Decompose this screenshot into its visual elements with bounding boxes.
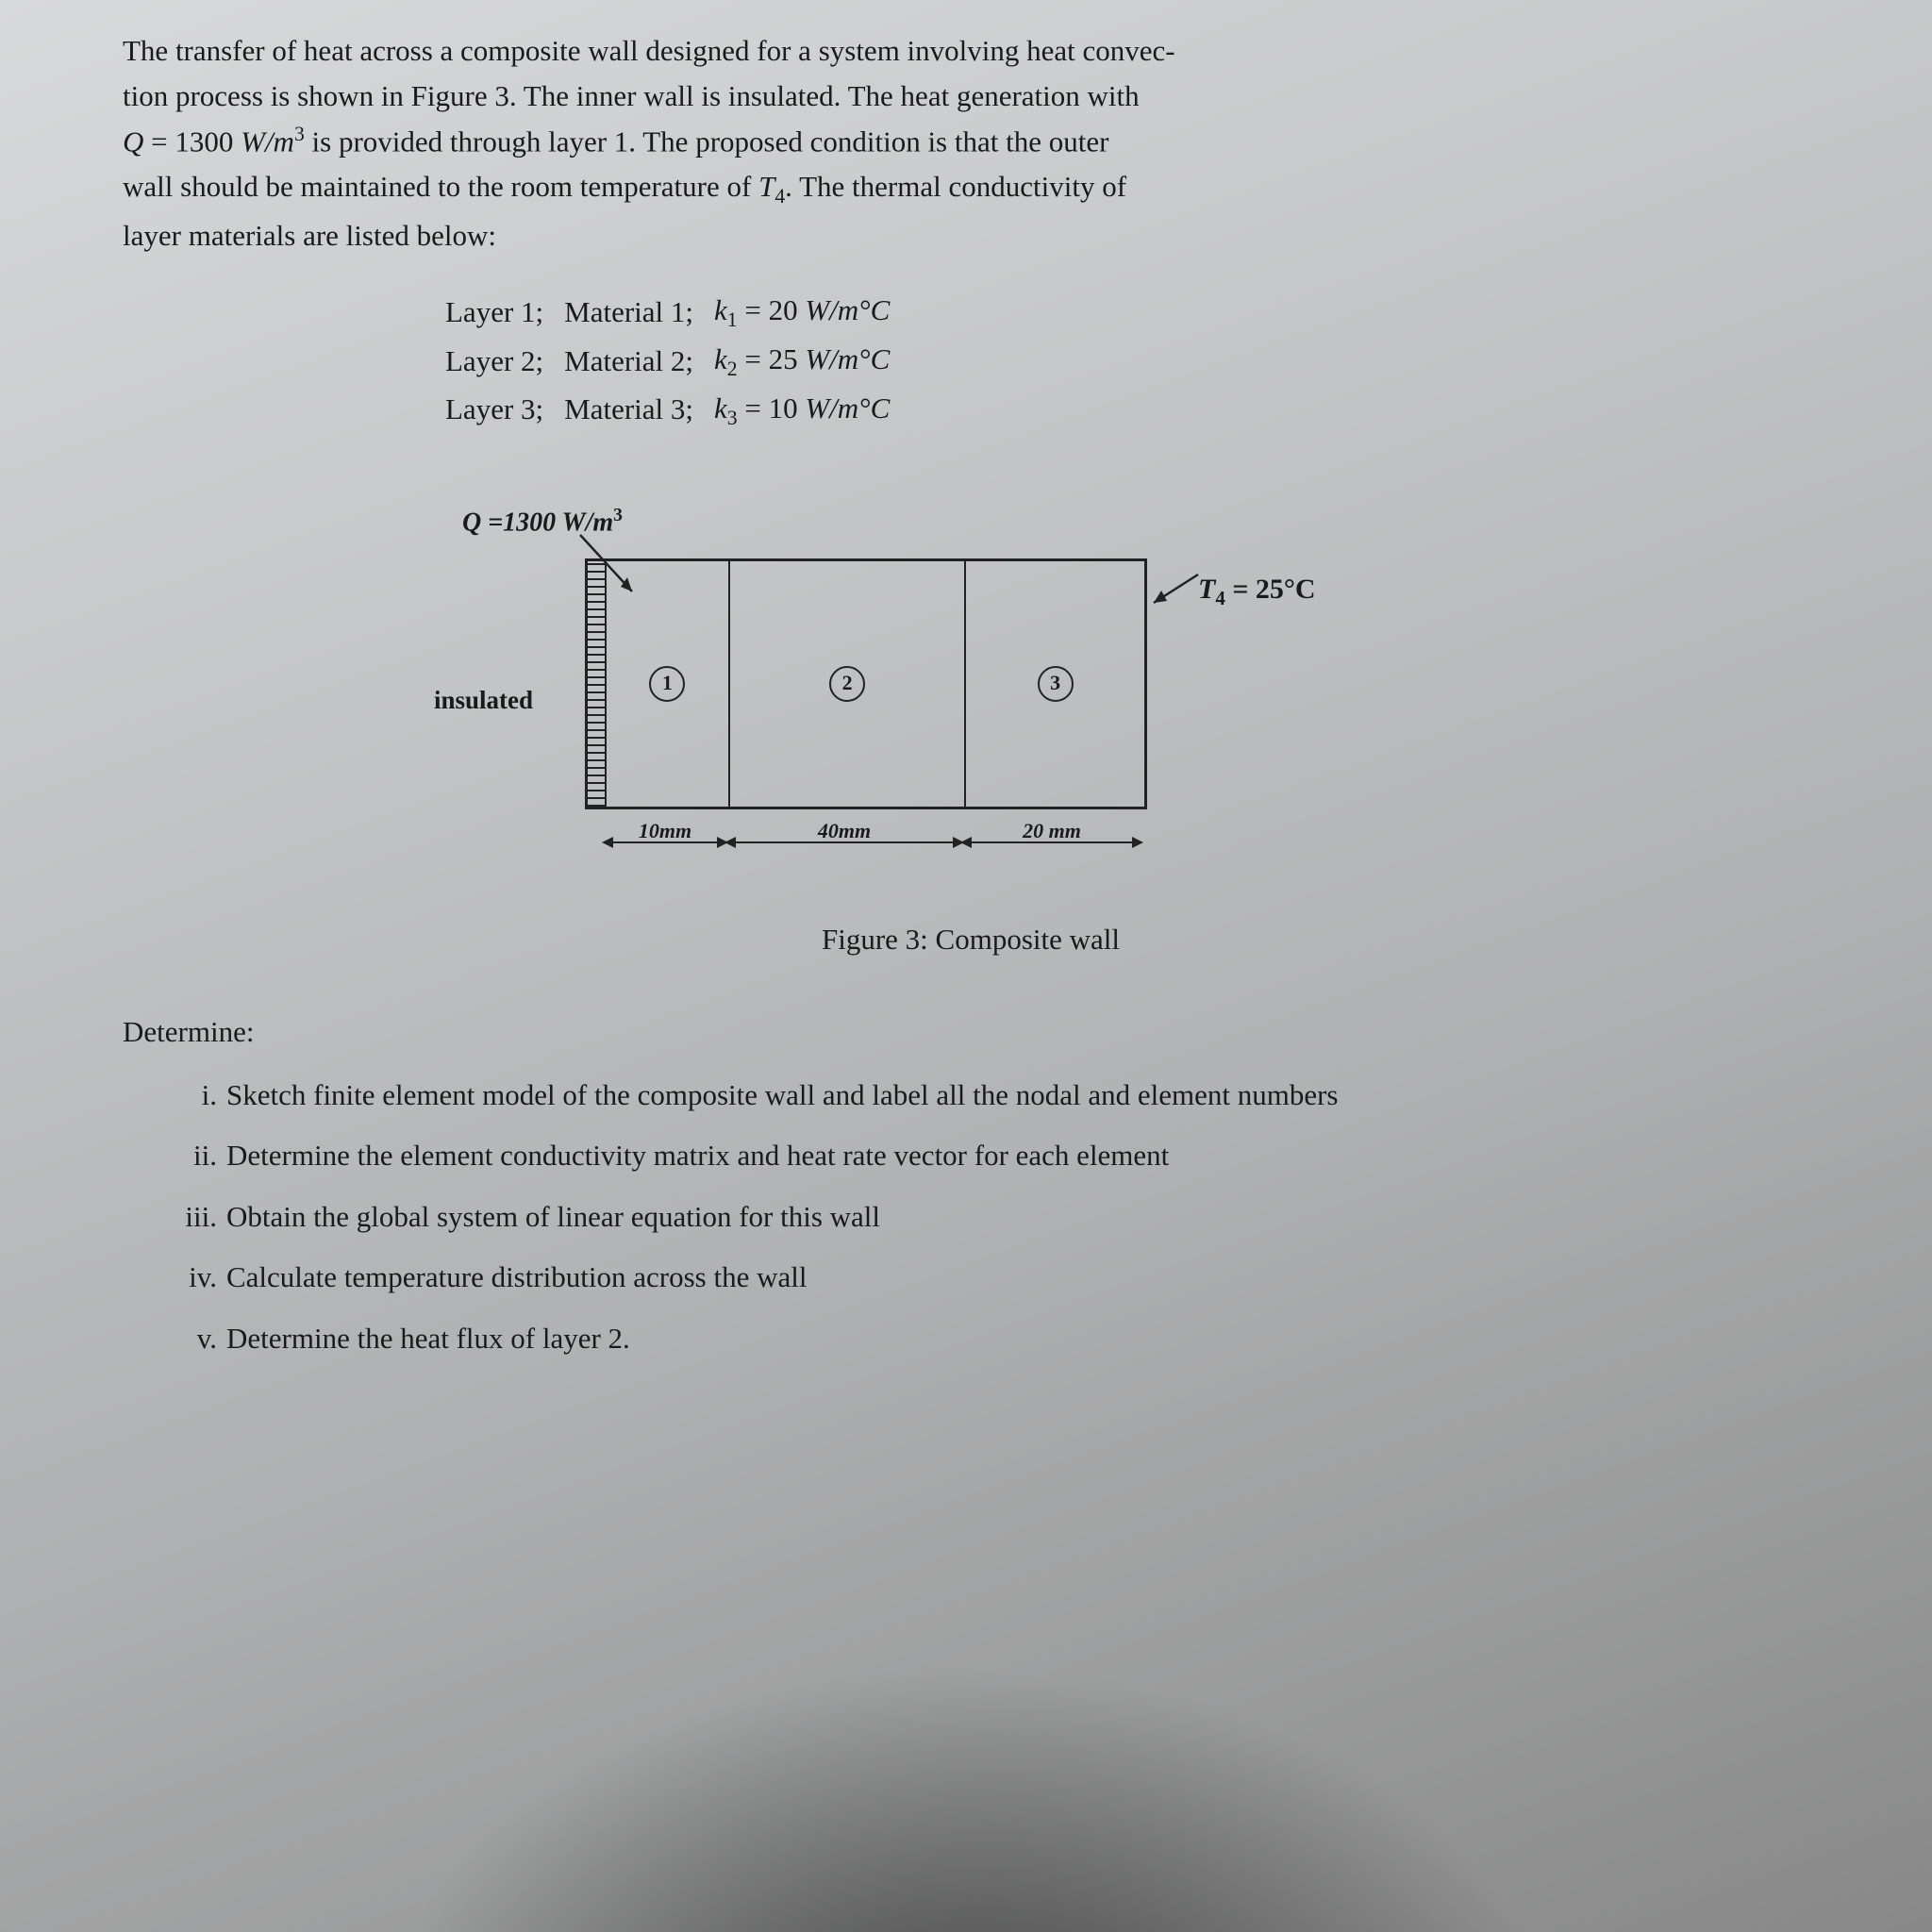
photo-shadow xyxy=(0,1272,1932,1932)
list-item: i. Sketch finite element model of the com… xyxy=(179,1074,1819,1118)
intro-text: layer materials are listed below: xyxy=(123,219,496,252)
item-num: iv. xyxy=(179,1256,217,1300)
unit: W/m°C xyxy=(805,342,890,375)
cell: Material 3; xyxy=(555,387,703,434)
cell: Layer 2; xyxy=(436,338,553,385)
unit: W/m°C xyxy=(805,293,890,326)
sup: 3 xyxy=(294,123,305,145)
composite-wall-diagram: 1 2 3 xyxy=(585,558,1147,809)
unit: W/m xyxy=(241,125,294,158)
var-k: k xyxy=(714,391,727,425)
item-text: Obtain the global system of linear equat… xyxy=(226,1200,880,1233)
var-k: k xyxy=(714,293,727,326)
list-item: ii. Determine the element conductivity ma… xyxy=(179,1134,1819,1178)
layer-3: 3 xyxy=(966,561,1144,807)
figure-wrapper: Q =1300 W/m3 insulated T4 = 25°C 1 2 3 xyxy=(123,502,1819,908)
t4-val: = 25°C xyxy=(1225,574,1316,605)
dimension-row: 10mm 40mm 20 mm xyxy=(585,815,1158,862)
table-row: Layer 2; Material 2; k2 = 25 W/m°C xyxy=(436,338,899,385)
dim-arrow-icon xyxy=(604,841,726,843)
figure-caption: Figure 3: Composite wall xyxy=(123,917,1819,962)
sub: 2 xyxy=(727,358,738,380)
sup: 3 xyxy=(613,506,623,525)
intro-text: = 1300 xyxy=(143,125,241,158)
cell: k1 = 20 W/m°C xyxy=(705,289,899,336)
item-text: Determine the heat flux of layer 2. xyxy=(226,1322,630,1355)
val: = 20 xyxy=(738,293,806,326)
cell: Layer 3; xyxy=(436,387,553,434)
sub: 4 xyxy=(1215,587,1225,609)
cell: k3 = 10 W/m°C xyxy=(705,387,899,434)
sub: 1 xyxy=(727,309,738,332)
page-content: The transfer of heat across a composite … xyxy=(0,0,1932,1360)
unit: W/m°C xyxy=(805,391,890,425)
val: = 25 xyxy=(738,342,806,375)
dim-arrow-icon xyxy=(726,841,962,843)
dim-arrow-icon xyxy=(962,841,1141,843)
intro-text: . The thermal conductivity of xyxy=(785,170,1126,203)
determine-section: Determine: i. Sketch finite element model… xyxy=(123,1009,1819,1361)
table-row: Layer 3; Material 3; k3 = 10 W/m°C xyxy=(436,387,899,434)
intro-text: tion process is shown in Figure 3. The i… xyxy=(123,79,1140,112)
cell: k2 = 25 W/m°C xyxy=(705,338,899,385)
sub: 4 xyxy=(774,186,785,208)
determine-list: i. Sketch finite element model of the com… xyxy=(123,1074,1819,1361)
insulated-label: insulated xyxy=(434,681,533,721)
intro-text: is provided through layer 1. The propose… xyxy=(305,125,1109,158)
intro-paragraph: The transfer of heat across a composite … xyxy=(123,28,1819,258)
var-k: k xyxy=(714,342,727,375)
list-item: v. Determine the heat flux of layer 2. xyxy=(179,1317,1819,1361)
table-row: Layer 1; Material 1; k1 = 20 W/m°C xyxy=(436,289,899,336)
sub: 3 xyxy=(727,407,738,429)
var-Q: Q xyxy=(123,125,143,158)
list-item: iv. Calculate temperature distribution ac… xyxy=(179,1256,1819,1300)
layer-2: 2 xyxy=(730,561,966,807)
intro-text: wall should be maintained to the room te… xyxy=(123,170,758,203)
t4-arrow-icon xyxy=(1146,570,1203,608)
layer-number-icon: 1 xyxy=(649,666,685,702)
layers-table: Layer 1; Material 1; k1 = 20 W/m°C Layer… xyxy=(434,287,901,435)
cell: Material 1; xyxy=(555,289,703,336)
insulated-hatch xyxy=(588,561,607,807)
item-text: Calculate temperature distribution acros… xyxy=(226,1260,808,1293)
cell: Layer 1; xyxy=(436,289,553,336)
item-text: Sketch finite element model of the compo… xyxy=(226,1078,1339,1111)
item-num: ii. xyxy=(179,1134,217,1178)
item-num: v. xyxy=(179,1317,217,1361)
item-text: Determine the element conductivity matri… xyxy=(226,1139,1169,1172)
intro-text: The transfer of heat across a composite … xyxy=(123,34,1175,67)
layer-number-icon: 3 xyxy=(1038,666,1074,702)
val: = 10 xyxy=(738,391,806,425)
layer-number-icon: 2 xyxy=(829,666,865,702)
layer-1: 1 xyxy=(607,561,730,807)
var-T: T xyxy=(758,170,774,203)
item-num: iii. xyxy=(179,1195,217,1240)
cell: Material 2; xyxy=(555,338,703,385)
t4-label: T4 = 25°C xyxy=(1198,568,1316,614)
determine-heading: Determine: xyxy=(123,1009,1819,1055)
item-num: i. xyxy=(179,1074,217,1118)
list-item: iii. Obtain the global system of linear e… xyxy=(179,1195,1819,1240)
